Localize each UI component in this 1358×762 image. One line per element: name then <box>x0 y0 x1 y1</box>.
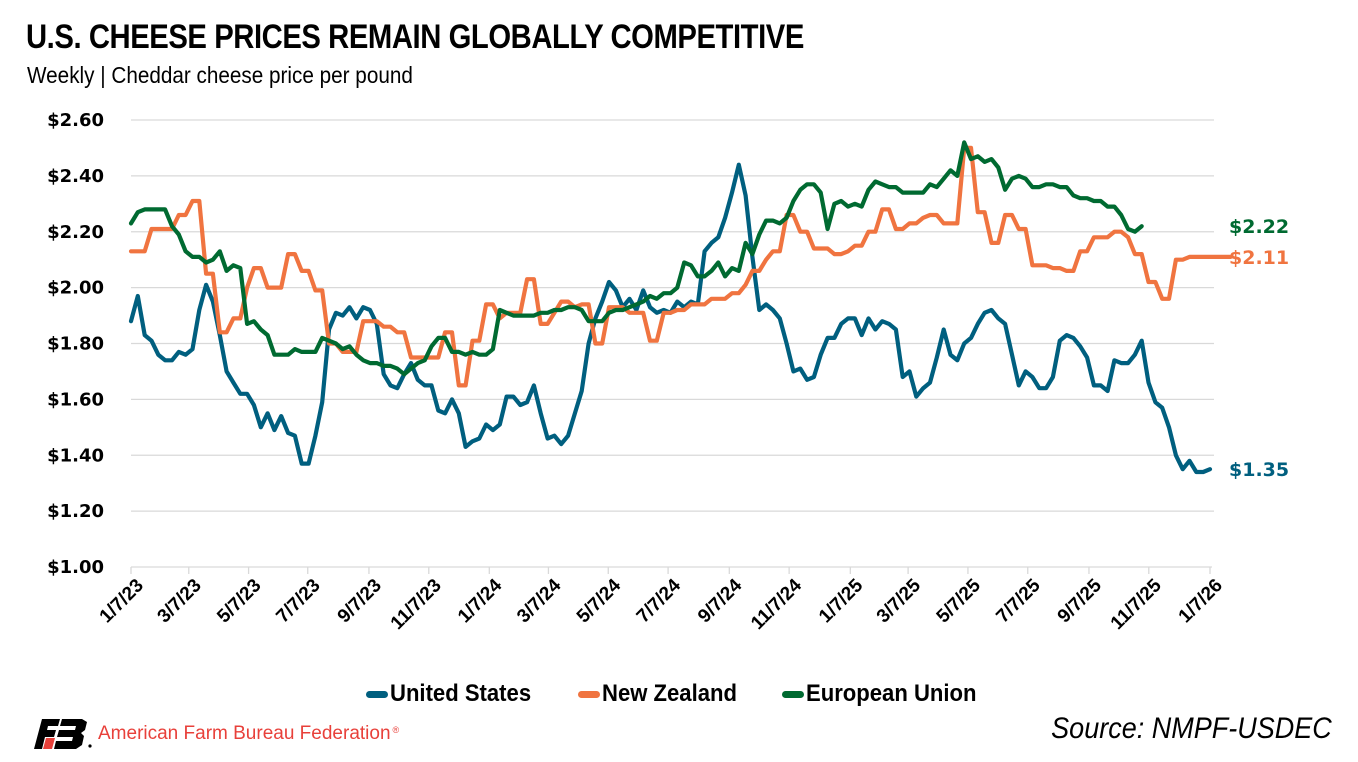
x-axis: 1/7/23 3/7/23 5/7/23 7/7/23 9/7/23 11/7/23 1/7… <box>96 566 1227 634</box>
y-axis-ticks: $1.00 $1.20 $1.40 $1.60 $1.80 $2.00 $2.20 $2.40… <box>47 110 104 578</box>
x-tick-label: 5/7/24 <box>573 575 626 628</box>
y-tick-label: $1.60 <box>47 389 104 410</box>
afbf-logo: American Farm Bureau Federation ® <box>34 719 399 749</box>
y-tick-label: $1.80 <box>47 334 104 355</box>
registered-mark: ® <box>392 725 400 735</box>
legend-item-european-union: European Union <box>782 680 991 708</box>
organization-name: American Farm Bureau Federation <box>98 723 391 744</box>
y-tick-label: $2.20 <box>47 222 104 243</box>
x-tick-label: 5/7/25 <box>933 575 986 628</box>
x-tick-label: 3/7/23 <box>154 575 206 627</box>
end-label-united-states: $1.35 <box>1229 459 1289 481</box>
series-line-united-states <box>128 162 1213 475</box>
x-tick-label: 11/7/24 <box>747 575 806 634</box>
x-tick-label: 1/7/25 <box>815 575 868 628</box>
legend-swatch-united-states <box>366 690 389 698</box>
end-label-new-zealand: $2.11 <box>1229 247 1289 269</box>
legend-swatch-new-zealand <box>577 690 600 698</box>
y-tick-label: $1.40 <box>47 445 104 466</box>
x-tick-label: 3/7/25 <box>873 575 926 628</box>
series-line-european-union <box>128 140 1144 377</box>
x-tick-label: 7/7/24 <box>633 575 686 628</box>
end-labels: $1.35 $2.11 $2.22 <box>1229 216 1289 481</box>
series-line-new-zealand <box>128 145 1233 388</box>
end-label-european-union: $2.22 <box>1229 216 1289 238</box>
x-tick-label: 1/7/24 <box>454 575 507 628</box>
farm-bureau-fb-logo-icon <box>34 719 92 749</box>
legend-label: European Union <box>806 680 977 707</box>
legend-label: United States <box>390 680 532 707</box>
series-lines <box>128 140 1233 475</box>
x-tick-label: 11/7/25 <box>1107 575 1166 634</box>
x-tick-label: 11/7/23 <box>387 575 446 634</box>
x-tick-label: 7/7/23 <box>272 575 324 627</box>
x-tick-label: 3/7/24 <box>513 575 566 628</box>
legend-item-new-zealand: New Zealand <box>577 680 749 708</box>
x-tick-label: 9/7/23 <box>334 575 386 627</box>
y-tick-label: $2.00 <box>47 278 104 299</box>
x-tick-label: 1/7/23 <box>96 575 148 627</box>
y-tick-label: $2.60 <box>47 110 104 131</box>
x-tick-label: 7/7/25 <box>992 575 1045 628</box>
legend: United States New Zealand European Union <box>0 680 1358 708</box>
legend-label: New Zealand <box>601 680 737 707</box>
gridlines <box>131 119 1214 512</box>
chart-title: U.S. CHEESE PRICES REMAIN GLOBALLY COMPE… <box>26 18 804 56</box>
y-tick-label: $2.40 <box>47 166 104 187</box>
y-tick-label: $1.00 <box>47 557 104 578</box>
source-note: Source: NMPF-USDEC <box>1051 712 1332 745</box>
x-tick-label: 1/7/26 <box>1175 575 1227 627</box>
chart-subtitle: Weekly | Cheddar cheese price per pound <box>27 62 413 88</box>
x-tick-label: 5/7/23 <box>213 575 265 627</box>
x-tick-label: 9/7/24 <box>694 575 747 628</box>
legend-swatch-european-union <box>782 690 805 698</box>
legend-item-united-states: United States <box>366 680 543 708</box>
x-tick-label: 9/7/25 <box>1054 575 1107 628</box>
y-tick-label: $1.20 <box>47 501 104 522</box>
